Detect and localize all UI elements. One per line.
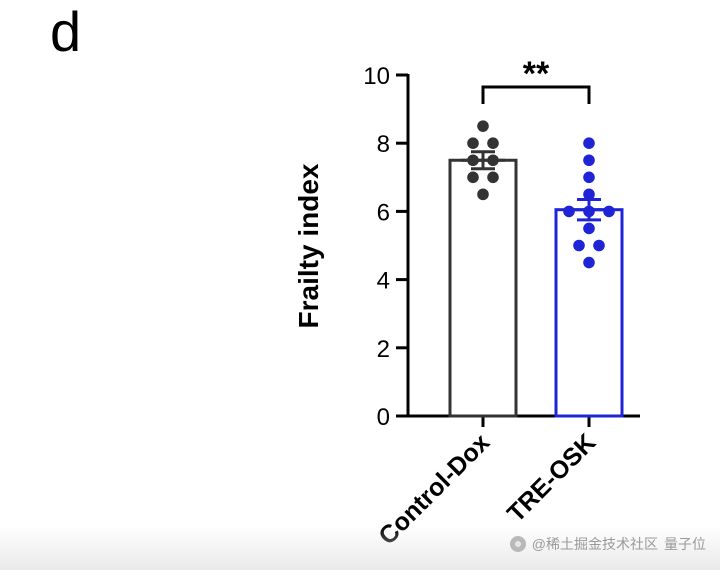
data-point xyxy=(477,120,489,132)
data-point xyxy=(583,171,595,184)
panel-letter: d xyxy=(50,0,82,63)
y-tick-label: 0 xyxy=(377,404,390,431)
bar xyxy=(448,158,518,418)
x-tick-label: TRE-OSK xyxy=(502,428,601,527)
y-tick-label: 8 xyxy=(377,131,390,158)
data-point xyxy=(583,154,595,167)
data-point xyxy=(467,137,479,149)
y-tick-label: 6 xyxy=(377,199,390,226)
y-tick-label: 4 xyxy=(377,268,390,295)
significance-layer: ** xyxy=(481,55,591,104)
watermark-band xyxy=(0,526,720,570)
y-axis-label: Frailty index xyxy=(293,163,324,328)
error-bars-layer xyxy=(461,150,611,222)
data-point xyxy=(593,239,605,252)
bars-layer xyxy=(448,158,624,418)
y-tick-label: 2 xyxy=(377,336,390,363)
significance-bracket xyxy=(481,85,591,104)
data-point xyxy=(487,171,499,184)
data-point xyxy=(573,239,585,252)
bar xyxy=(554,208,624,418)
significance-label: ** xyxy=(523,55,550,93)
watermark-overlay-text: 量子位 xyxy=(664,536,706,552)
data-point xyxy=(563,205,575,218)
data-point xyxy=(583,188,595,201)
data-point xyxy=(603,205,615,218)
data-point xyxy=(583,137,595,149)
wechat-icon xyxy=(509,536,526,552)
data-point xyxy=(487,137,499,149)
data-point xyxy=(467,171,479,184)
data-point xyxy=(477,188,489,201)
y-tick-label: 10 xyxy=(363,63,390,90)
data-point xyxy=(583,222,595,235)
data-point xyxy=(583,256,595,269)
watermark-text: @稀土掘金技术社区 xyxy=(531,536,658,552)
watermark: @稀土掘金技术社区 量子位 xyxy=(509,534,706,554)
